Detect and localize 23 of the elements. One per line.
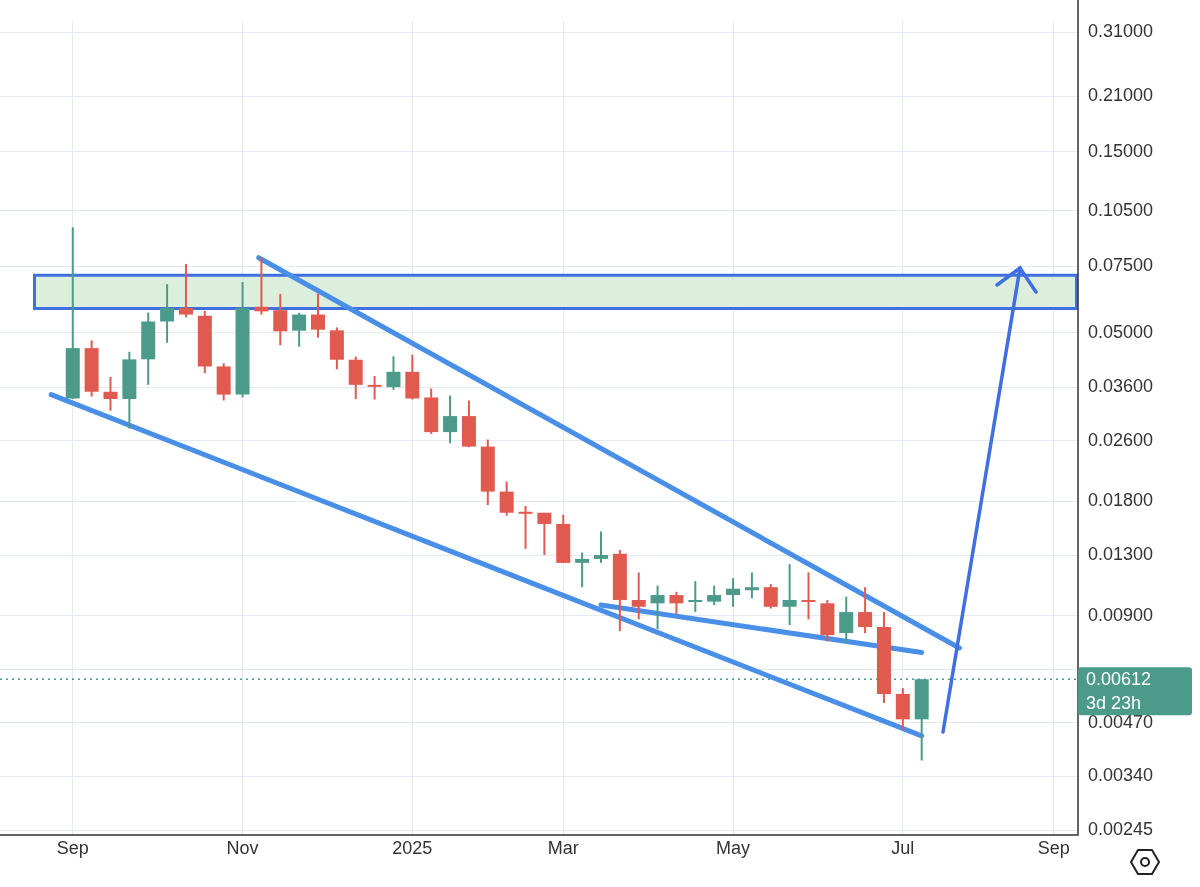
x-tick-label: 2025 (392, 837, 433, 858)
y-tick-label: 0.00900 (1088, 604, 1154, 625)
x-tick-label: Sep (1037, 837, 1070, 858)
y-tick-label: 0.00245 (1088, 819, 1154, 840)
x-tick-label: Jul (891, 837, 915, 858)
y-tick-label: 0.00470 (1088, 711, 1154, 732)
y-tick-label: 0.21000 (1088, 85, 1154, 106)
y-tick-label: 0.05000 (1088, 321, 1154, 342)
y-tick-label: 0.01800 (1088, 490, 1154, 511)
y-tick-label: 0.00340 (1088, 765, 1154, 786)
ref-line-label: 0.00612 (1086, 669, 1152, 690)
y-tick-label: 0.01300 (1088, 544, 1154, 565)
y-tick-label: 0.03600 (1088, 376, 1154, 397)
y-tick-label: 0.15000 (1088, 140, 1154, 161)
text: 3d 23h (1086, 693, 1142, 714)
y-tick-label: 0.07500 (1088, 255, 1154, 276)
y-tick-label: 0.31000 (1088, 21, 1154, 42)
x-tick-label: Mar (547, 837, 579, 858)
x-tick-label: Nov (226, 837, 259, 858)
x-tick-label: Sep (56, 837, 89, 858)
x-tick-label: May (716, 837, 751, 858)
y-tick-label: 0.02600 (1088, 429, 1154, 450)
y-tick-label: 0.10500 (1088, 199, 1154, 220)
